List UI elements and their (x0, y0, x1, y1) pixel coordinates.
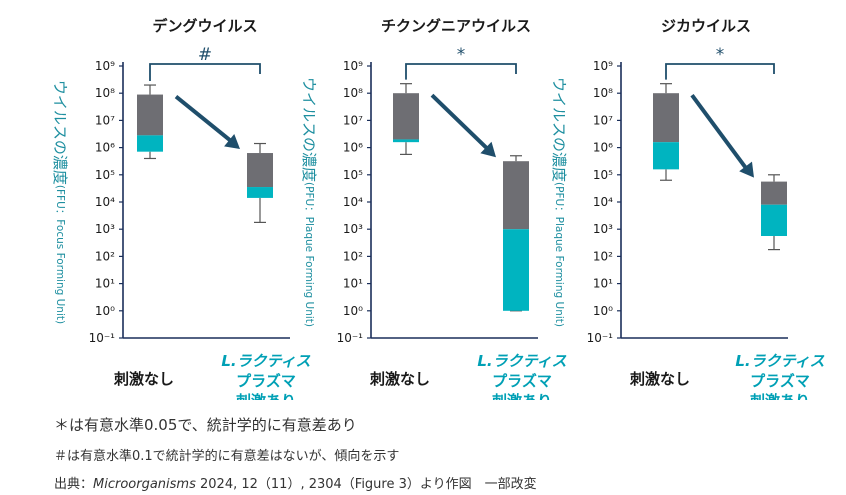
y-tick-label: 10² (343, 249, 363, 263)
y-tick-label: 10³ (593, 222, 613, 236)
y-tick-label: 10⁶ (343, 141, 363, 155)
box-upper (247, 153, 273, 188)
y-axis-label-main: ウイルスの濃度 (551, 77, 569, 182)
category-label-1: 刺激なし (114, 370, 174, 388)
y-axis-label-main: ウイルスの濃度 (301, 77, 319, 182)
y-tick-label: 10⁻¹ (89, 331, 116, 345)
y-tick-label: 10⁵ (593, 168, 613, 182)
y-tick-label: 10² (593, 249, 613, 263)
source-prefix: 出典： (54, 477, 94, 492)
y-tick-label: 10⁷ (95, 113, 115, 127)
box-lower (503, 229, 529, 311)
source-suffix: 2024, 12（11）, 2304（Figure 3）より作図 一部改変 (195, 477, 537, 492)
chart-title: チクングニアウイルス (381, 17, 531, 35)
y-tick-label: 10¹ (95, 277, 115, 291)
y-tick-label: 10⁵ (343, 168, 363, 182)
category-label-2: L.ラクティス (735, 352, 824, 370)
y-tick-label: 10⁹ (593, 59, 613, 73)
y-tick-label: 10³ (343, 222, 363, 236)
significance-marker: * (716, 45, 725, 65)
category-label-2: L.ラクティス (221, 352, 310, 370)
box-lower (653, 142, 679, 170)
box-upper (653, 93, 679, 143)
category-label-1: 刺激なし (630, 370, 690, 388)
significance-bracket (665, 63, 775, 80)
y-tick-label: 10⁵ (95, 168, 115, 182)
y-axis-label: ウイルスの濃度(PFU：Plaque Forming Unit) (551, 77, 569, 327)
significance-bracket (149, 63, 261, 82)
y-tick-label: 10⁶ (95, 141, 115, 155)
y-tick-label: 10¹ (593, 277, 613, 291)
y-tick-label: 10⁷ (593, 113, 613, 127)
note-significance-01: ＃は有意水準0.1で統計学的に有意差はないが、傾向を示す (54, 449, 400, 464)
box-upper (137, 94, 163, 136)
source-journal: Microorganisms (93, 477, 196, 492)
y-tick-label: 10⁻¹ (337, 331, 364, 345)
y-axis-label: ウイルスの濃度(FFU：Focus Forming Unit) (52, 80, 70, 324)
trend-arrow-head (739, 161, 754, 178)
y-tick-label: 10⁴ (343, 195, 363, 209)
category-label-2: プラズマ (750, 372, 810, 390)
y-axis-label-unit: (FFU：Focus Forming Unit) (54, 185, 66, 324)
y-tick-label: 10⁸ (95, 86, 115, 100)
trend-arrow-head (224, 133, 240, 150)
category-label-2: 刺激あり (492, 392, 552, 400)
box-upper (761, 181, 787, 205)
chart-title: ジカウイルス (661, 17, 751, 35)
trend-arrow-shaft (430, 93, 494, 155)
category-label-1: 刺激なし (370, 370, 430, 388)
box-lower (247, 187, 273, 198)
y-tick-label: 10⁹ (343, 59, 363, 73)
box-lower (393, 139, 419, 143)
category-label-2: プラズマ (492, 372, 552, 390)
source-citation: 出典：Microorganisms 2024, 12（11）, 2304（Fig… (54, 473, 537, 492)
category-label-2: L.ラクティス (477, 352, 566, 370)
significance-bracket (405, 63, 517, 80)
y-tick-label: 10⁰ (593, 304, 613, 318)
y-tick-label: 10⁸ (343, 86, 363, 100)
chart-title: デングウイルス (152, 17, 257, 35)
y-tick-label: 10⁻¹ (587, 331, 614, 345)
note-significance-005: ＊は有意水準0.05で、統計学的に有意差あり (54, 416, 357, 434)
box-lower (137, 135, 163, 152)
category-label-2: プラズマ (236, 372, 296, 390)
box-upper (393, 93, 419, 140)
y-axis-label-unit: (PFU：Plaque Forming Unit) (303, 182, 315, 327)
trend-arrow-head (480, 141, 496, 158)
y-tick-label: 10⁰ (95, 304, 115, 318)
significance-marker: * (457, 45, 466, 65)
box-lower (761, 204, 787, 236)
y-tick-label: 10⁴ (95, 195, 115, 209)
y-tick-label: 10⁶ (593, 141, 613, 155)
y-tick-label: 10⁷ (343, 113, 363, 127)
category-label-2: 刺激あり (750, 392, 810, 400)
y-axis-label-unit: (PFU：Plaque Forming Unit) (553, 182, 565, 327)
y-tick-label: 10⁹ (95, 59, 115, 73)
box-upper (503, 161, 529, 230)
y-tick-label: 10³ (95, 222, 115, 236)
category-label-2: 刺激あり (236, 392, 296, 400)
y-tick-label: 10² (95, 249, 115, 263)
y-tick-label: 10⁸ (593, 86, 613, 100)
y-axis-label-main: ウイルスの濃度 (52, 80, 70, 185)
y-tick-label: 10⁰ (343, 304, 363, 318)
trend-arrow-shaft (690, 94, 752, 175)
y-tick-label: 10⁴ (593, 195, 613, 209)
y-tick-label: 10¹ (343, 277, 363, 291)
trend-arrow-shaft (174, 95, 238, 147)
significance-marker: # (198, 45, 212, 65)
y-axis-label: ウイルスの濃度(PFU：Plaque Forming Unit) (301, 77, 319, 327)
